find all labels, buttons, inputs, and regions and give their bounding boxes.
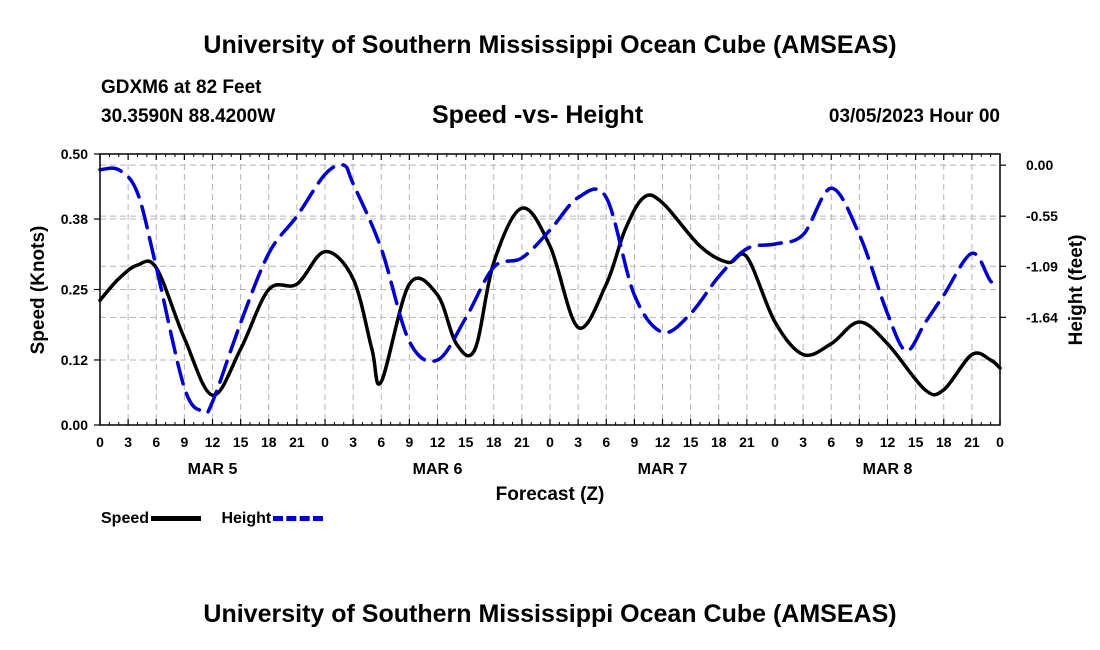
x-tick-label: 15 [233, 434, 249, 450]
x-tick-label: 6 [602, 434, 610, 450]
x-tick-label: 21 [739, 434, 755, 450]
x-tick-label: 9 [630, 434, 638, 450]
y2-tick-label: 0.00 [1026, 157, 1053, 173]
x-tick-label: 0 [996, 434, 1004, 450]
x-tick-label: 3 [124, 434, 132, 450]
x-tick-label: 18 [486, 434, 502, 450]
coordinates-label: 30.3590N 88.4200W [101, 106, 276, 127]
y-tick-label: 0.12 [61, 352, 88, 368]
x-tick-label: 18 [936, 434, 952, 450]
y-tick-label: 0.50 [61, 146, 88, 162]
x-tick-label: 6 [152, 434, 160, 450]
x-tick-label: 9 [855, 434, 863, 450]
forecast-datetime: 03/05/2023 Hour 00 [828, 106, 1000, 127]
x-tick-label: 21 [964, 434, 980, 450]
y2-tick-label: -1.64 [1026, 309, 1058, 325]
x-tick-label: 9 [405, 434, 413, 450]
x-tick-label: 12 [430, 434, 446, 450]
x-date-label: MAR 7 [638, 461, 688, 478]
x-tick-label: 15 [908, 434, 924, 450]
x-tick-label: 21 [514, 434, 530, 450]
y-tick-label: 0.38 [61, 211, 88, 227]
series-layer [98, 162, 1002, 415]
y-tick-label: 0.25 [61, 282, 88, 298]
y2-axis-label: Height (feet) [1066, 235, 1087, 346]
y2-tick-label: -1.09 [1026, 258, 1058, 274]
x-tick-label: 15 [458, 434, 474, 450]
x-tick-label: 0 [771, 434, 779, 450]
x-date-label: MAR 8 [863, 461, 913, 478]
x-tick-label: 12 [880, 434, 896, 450]
y2-tick-label: -0.55 [1026, 208, 1058, 224]
legend: Speed Height [101, 510, 339, 528]
legend-speed-label: Speed [101, 510, 150, 527]
x-tick-label: 12 [655, 434, 671, 450]
y-tick-label: 0.00 [61, 417, 88, 433]
chart-title: University of Southern Mississippi Ocean… [203, 31, 897, 59]
x-tick-label: 12 [205, 434, 221, 450]
legend-item-speed: Speed [101, 510, 202, 528]
legend-speed-swatch [151, 516, 202, 522]
x-tick-label: 15 [683, 434, 699, 450]
chart-subtitle: Speed -vs- Height [432, 101, 644, 129]
x-tick-label: 0 [321, 434, 329, 450]
axis-layer: 0 3 6 9 12 15 18 21 0 3 6 9 12 15 18 21 0 3 6 9 12 15 18 21 0 3 6 9… [61, 146, 1058, 478]
speed-series-line [98, 193, 1002, 397]
x-tick-label: 6 [827, 434, 835, 450]
legend-height-label: Height [221, 510, 272, 527]
x-tick-label: 6 [377, 434, 385, 450]
x-date-label: MAR 5 [188, 461, 238, 478]
height-series-line [98, 162, 1002, 415]
x-tick-label: 0 [546, 434, 554, 450]
y-axis-label: Speed (Knots) [28, 226, 49, 355]
x-tick-label: 18 [711, 434, 727, 450]
x-tick-label: 3 [349, 434, 357, 450]
x-tick-label: 0 [96, 434, 104, 450]
x-axis-label: Forecast (Z) [496, 484, 605, 505]
station-label: GDXM6 at 82 Feet [101, 77, 262, 98]
x-tick-label: 3 [574, 434, 582, 450]
legend-height-swatch [273, 516, 324, 522]
x-date-label: MAR 6 [413, 461, 463, 478]
x-tick-label: 18 [261, 434, 277, 450]
footer-title: University of Southern Mississippi Ocean… [203, 600, 897, 628]
x-tick-label: 3 [799, 434, 807, 450]
legend-item-height: Height [221, 510, 324, 528]
x-tick-label: 9 [180, 434, 188, 450]
x-tick-label: 21 [289, 434, 305, 450]
grid-layer [100, 154, 1000, 425]
